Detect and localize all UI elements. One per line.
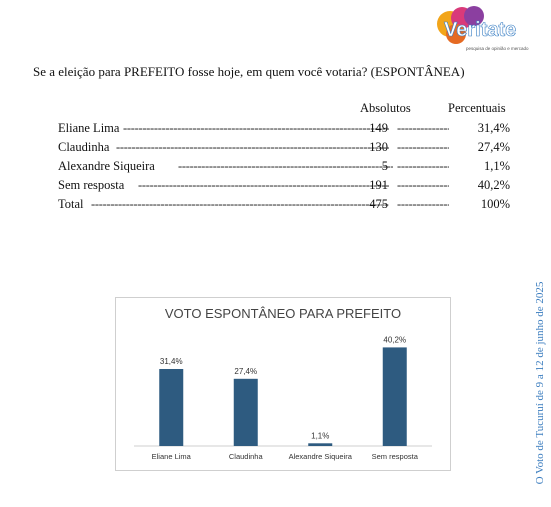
table-row: Total -----------------------------------… bbox=[58, 197, 518, 216]
data-label: 31,4% bbox=[160, 357, 183, 366]
table-header: Absolutos Percentuais bbox=[58, 101, 518, 121]
table-rows: Eliane Lima -----------------------------… bbox=[58, 121, 518, 216]
table-row: Claudinha -------------------------------… bbox=[58, 140, 518, 159]
row-name: Sem resposta bbox=[58, 178, 125, 192]
leader-dashes: ---------------------------------------- bbox=[397, 197, 449, 211]
header-percentuais: Percentuais bbox=[448, 101, 506, 115]
leader-dashes: ----------------------------------------… bbox=[138, 178, 389, 192]
leader-dashes: ---------------------------------------- bbox=[397, 121, 449, 135]
logo-tagline: pesquisa de opinião e mercado bbox=[466, 46, 529, 51]
data-label: 40,2% bbox=[383, 335, 406, 344]
row-percentual: 27,4% bbox=[477, 140, 510, 154]
row-absolutos: 5 bbox=[381, 159, 388, 173]
question-text: Se a eleição para PREFEITO fosse hoje, e… bbox=[33, 64, 465, 79]
leader-dashes: ----------------------------------------… bbox=[91, 197, 389, 211]
row-absolutos: 130 bbox=[369, 140, 388, 154]
category-label: Eliane Lima bbox=[152, 452, 192, 461]
category-label: Claudinha bbox=[229, 452, 264, 461]
leader-dashes: ----------------------------------------… bbox=[116, 140, 389, 154]
table-row: Eliane Lima -----------------------------… bbox=[58, 121, 518, 140]
row-name: Eliane Lima bbox=[58, 121, 120, 135]
row-absolutos: 191 bbox=[369, 178, 388, 192]
header-absolutos: Absolutos bbox=[360, 101, 411, 115]
leader-dashes: ---------------------------------------- bbox=[397, 159, 449, 173]
bar-chart: VOTO ESPONTÂNEO PARA PREFEITO 31,4% Eliane… bbox=[115, 297, 451, 471]
leader-dashes: ---------------------------------------- bbox=[397, 178, 449, 192]
results-table: Absolutos Percentuais Eliane Lima -------… bbox=[58, 101, 518, 216]
table-row: Alexandre Siqueira ----------------------… bbox=[58, 159, 518, 178]
table-row: Sem resposta ----------------------------… bbox=[58, 178, 518, 197]
bar bbox=[308, 443, 333, 446]
side-note: O Voto de Tucuruí de 9 a 12 de junho de … bbox=[533, 282, 547, 485]
row-name: Alexandre Siqueira bbox=[58, 159, 155, 173]
bar bbox=[159, 368, 184, 446]
category-label: Alexandre Siqueira bbox=[289, 452, 353, 461]
leader-dashes: ----------------------------------------… bbox=[123, 121, 389, 135]
side-note-text: O Voto de Tucuruí de 9 a 12 de junho de … bbox=[534, 281, 546, 485]
bar bbox=[233, 378, 258, 446]
veritate-logo: Veritate pesquisa de opinião e mercado bbox=[434, 6, 534, 56]
category-label: Sem resposta bbox=[372, 452, 419, 461]
row-name: Claudinha bbox=[58, 140, 110, 154]
row-absolutos: 149 bbox=[369, 121, 388, 135]
chart-title: VOTO ESPONTÂNEO PARA PREFEITO bbox=[165, 306, 401, 321]
row-percentual: 1,1% bbox=[483, 159, 510, 173]
row-percentual: 100% bbox=[480, 197, 510, 211]
data-label: 1,1% bbox=[311, 431, 329, 440]
row-percentual: 31,4% bbox=[477, 121, 510, 135]
row-name: Total bbox=[58, 197, 84, 211]
bar bbox=[382, 347, 407, 446]
leader-dashes: ---------------------------------------- bbox=[397, 140, 449, 154]
row-absolutos: 475 bbox=[369, 197, 388, 211]
logo-wordmark: Veritate bbox=[444, 19, 516, 41]
row-percentual: 40,2% bbox=[477, 178, 510, 192]
data-label: 27,4% bbox=[234, 367, 257, 376]
leader-dashes: ----------------------------------------… bbox=[178, 159, 393, 173]
chart-svg: VOTO ESPONTÂNEO PARA PREFEITO 31,4% Eliane… bbox=[134, 306, 432, 461]
